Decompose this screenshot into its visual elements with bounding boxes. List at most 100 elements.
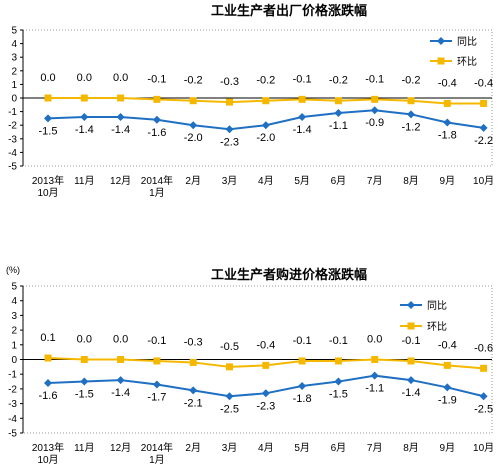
data-label: -1.4 — [111, 387, 130, 399]
x-tick-label-line: 5月 — [294, 175, 310, 187]
y-tick-label: 5 — [11, 26, 17, 37]
x-tick-label-line: 9月 — [440, 175, 456, 187]
x-tick-label: 10月 — [473, 175, 494, 187]
data-label: -1.2 — [402, 121, 421, 133]
data-point-square — [80, 356, 88, 363]
data-label: -0.9 — [365, 117, 384, 129]
y-tick-label: 3 — [11, 53, 17, 64]
data-label: -1.4 — [402, 387, 421, 399]
data-point-diamond — [189, 386, 198, 395]
x-tick-label: 10月 — [473, 442, 494, 454]
y-tick-label: 2 — [11, 326, 17, 337]
x-tick-label: 9月 — [440, 175, 456, 187]
x-tick-label-line: 2013年 — [32, 174, 64, 187]
data-label: -0.2 — [329, 75, 348, 87]
y-tick-label: -4 — [8, 148, 17, 159]
data-point-diamond — [334, 108, 343, 117]
x-tick-label: 8月 — [403, 175, 419, 187]
data-label: -0.4 — [256, 339, 275, 351]
x-tick-label: 3月 — [222, 442, 238, 454]
data-label: -2.1 — [184, 397, 203, 409]
y-tick-label: -3 — [8, 399, 17, 410]
chart-title: 工业生产者出厂价格涨跌幅 — [211, 3, 367, 18]
y-tick-label: -4 — [8, 414, 17, 425]
legend-marker-square — [437, 57, 445, 65]
data-label: -0.6 — [474, 342, 493, 354]
data-label: 0.0 — [77, 72, 92, 84]
y-tick-label: 4 — [11, 296, 17, 307]
x-tick-label-line: 2月 — [185, 442, 201, 454]
y-tick-label: -1 — [8, 370, 17, 381]
data-point-square — [443, 361, 451, 369]
y-tick-label: -3 — [8, 134, 17, 145]
data-point-diamond — [407, 110, 415, 119]
y-tick-label: 0 — [11, 355, 17, 366]
data-point-diamond — [298, 381, 307, 390]
y-tick-label: 3 — [11, 311, 17, 322]
data-label: -2.3 — [256, 400, 275, 412]
data-point-square — [407, 97, 415, 105]
data-point-diamond — [261, 121, 270, 130]
data-label: -0.2 — [402, 75, 421, 87]
data-label: -0.3 — [220, 76, 239, 88]
data-point-diamond — [334, 377, 343, 386]
x-tick-label: 2014年 1月 — [141, 441, 173, 466]
x-tick-label: 2月 — [185, 442, 201, 454]
data-label: -0.4 — [438, 77, 457, 89]
x-tick-label: 5月 — [294, 442, 310, 454]
legend-marker-diamond — [407, 301, 415, 309]
data-point-diamond — [479, 123, 488, 132]
data-label: -1.6 — [147, 127, 166, 139]
y-tick-label: 1 — [11, 80, 17, 91]
data-label: -0.1 — [147, 335, 166, 347]
x-tick-label: 2014年 1月 — [141, 174, 173, 199]
data-label: -1.5 — [39, 125, 58, 137]
data-point-square — [371, 95, 379, 103]
data-label: -1.8 — [438, 129, 457, 141]
x-tick-label: 11月 — [74, 442, 94, 454]
data-label: 0.0 — [113, 334, 128, 346]
data-label: -0.1 — [402, 335, 421, 347]
data-label: -0.3 — [184, 336, 203, 348]
x-tick-label-line: 2013年 — [32, 441, 64, 454]
x-tick-label-line: 4月 — [258, 442, 274, 454]
data-label: -1.5 — [329, 389, 348, 401]
data-point-square — [298, 357, 306, 365]
data-label: -2.2 — [474, 135, 493, 147]
data-label: -0.5 — [220, 341, 239, 353]
x-tick-label: 6月 — [331, 175, 347, 187]
data-label: -0.4 — [474, 77, 493, 89]
x-tick-label: 12月 — [110, 175, 131, 187]
data-label: 0.1 — [40, 332, 55, 344]
data-point-diamond — [152, 115, 161, 124]
x-tick-label: 7月 — [367, 175, 383, 187]
data-point-diamond — [80, 377, 89, 386]
x-tick-label: 2月 — [185, 175, 201, 187]
data-point-square — [334, 357, 342, 365]
data-label: -2.0 — [184, 132, 203, 144]
x-tick-label-line: 3月 — [222, 175, 238, 187]
legend-label: 同比 — [457, 36, 477, 48]
x-tick-label-line: 10月 — [473, 442, 494, 454]
x-tick-label-line: 2014年 — [141, 441, 173, 454]
x-tick-label-line: 7月 — [367, 175, 383, 187]
x-tick-label-line: 4月 — [258, 175, 274, 187]
y-tick-label: 2 — [11, 66, 17, 77]
x-tick-label: 2013年 10月 — [32, 174, 64, 199]
data-point-diamond — [116, 113, 125, 122]
data-label: -1.4 — [111, 124, 130, 136]
data-label: -0.2 — [184, 75, 203, 87]
data-point-diamond — [189, 121, 198, 130]
data-label: -1.5 — [75, 389, 94, 401]
data-point-diamond — [370, 106, 379, 115]
data-point-square — [117, 94, 125, 102]
data-point-diamond — [225, 125, 234, 134]
x-tick-label: 12月 — [110, 442, 131, 454]
data-label: -1.1 — [329, 120, 348, 132]
data-point-square — [334, 97, 342, 105]
data-point-square — [262, 361, 270, 369]
x-tick-label: 11月 — [74, 175, 94, 187]
data-label: -1.4 — [75, 124, 94, 136]
y-tick-label: 4 — [11, 39, 17, 50]
